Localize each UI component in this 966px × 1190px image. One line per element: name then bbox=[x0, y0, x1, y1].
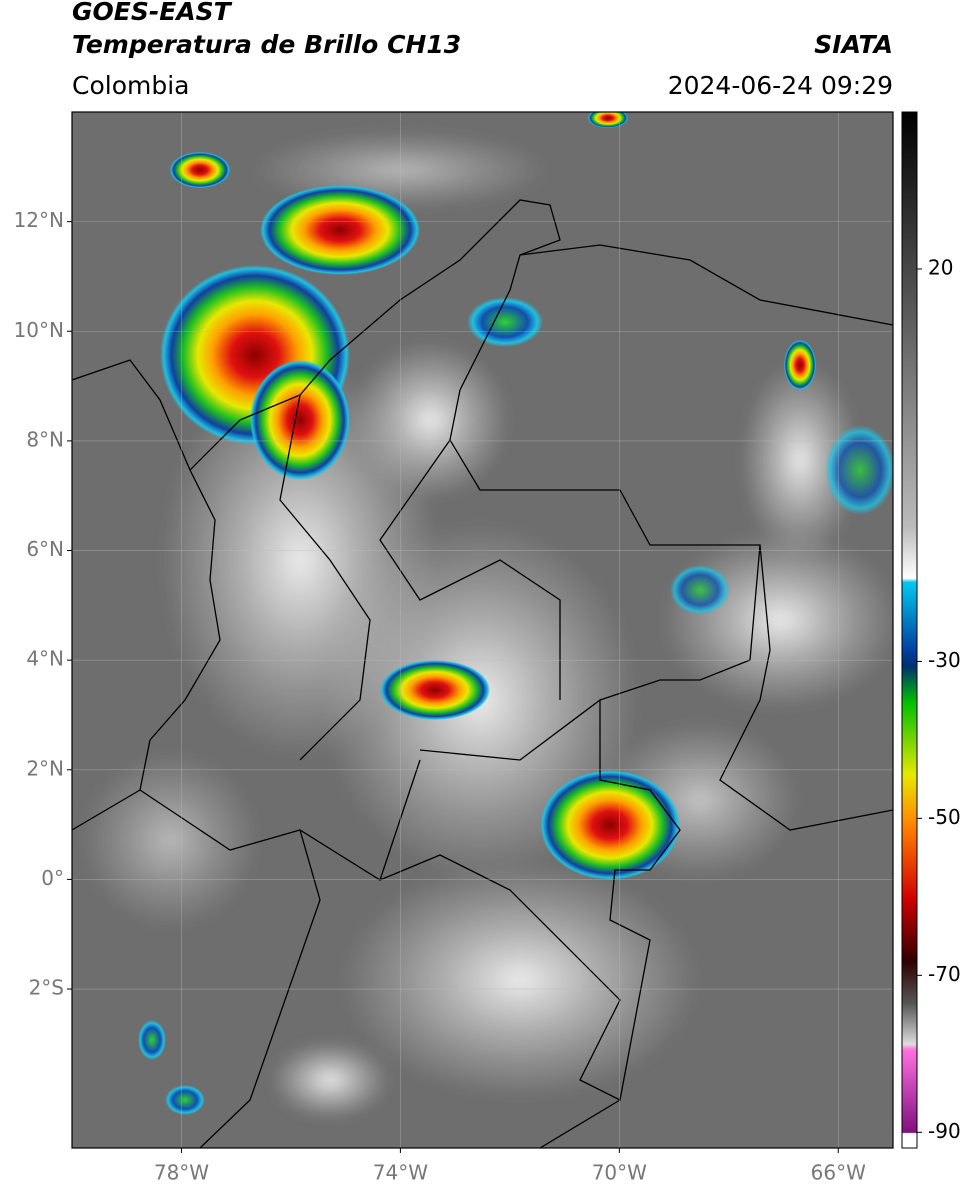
graticule bbox=[72, 112, 893, 1148]
lat-label: 0° bbox=[41, 866, 64, 890]
lat-label: 12°N bbox=[14, 208, 64, 232]
lat-label: 6°N bbox=[26, 537, 64, 561]
colorbar-label: -90 bbox=[928, 1119, 961, 1143]
source: SIATA bbox=[814, 30, 893, 59]
lat-label: 2°S bbox=[29, 976, 64, 1000]
lon-label: 70°W bbox=[592, 1161, 647, 1185]
map-frame bbox=[71, 111, 894, 1149]
lat-label: 8°N bbox=[26, 427, 64, 451]
lat-label: 10°N bbox=[14, 318, 64, 342]
lat-label: 4°N bbox=[26, 647, 64, 671]
lat-label: 2°N bbox=[26, 756, 64, 780]
colorbar-label: -50 bbox=[928, 805, 961, 829]
timestamp: 2024-06-24 09:29 bbox=[668, 71, 893, 100]
colorbar-label: -70 bbox=[928, 962, 961, 986]
lon-label: 78°W bbox=[154, 1161, 209, 1185]
lon-label: 66°W bbox=[811, 1161, 866, 1185]
colorbar-label: 20 bbox=[928, 255, 953, 279]
colorbar-label: -30 bbox=[928, 648, 961, 672]
lon-label: 74°W bbox=[373, 1161, 428, 1185]
title-line2: Temperatura de Brillo CH13 bbox=[72, 30, 461, 59]
region: Colombia bbox=[72, 71, 189, 100]
satellite-image bbox=[72, 112, 893, 1148]
title-line1: GOES-EAST bbox=[72, 0, 233, 26]
colorbar bbox=[901, 111, 918, 1149]
